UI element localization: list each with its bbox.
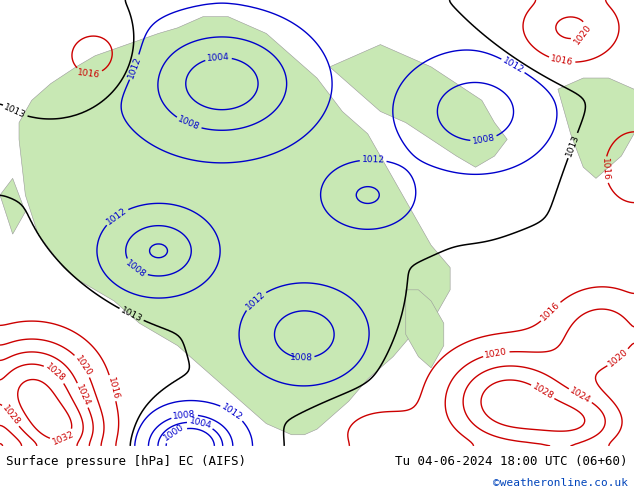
Text: 1012: 1012: [361, 155, 385, 165]
Text: 1028: 1028: [531, 382, 555, 401]
Text: 1016: 1016: [77, 68, 101, 79]
Text: 1008: 1008: [124, 258, 148, 279]
Polygon shape: [406, 290, 444, 368]
Polygon shape: [19, 17, 450, 435]
Text: 1016: 1016: [106, 376, 120, 400]
Text: 1008: 1008: [172, 410, 197, 421]
Text: 1020: 1020: [573, 22, 593, 46]
Text: 1020: 1020: [484, 347, 508, 360]
Text: 1012: 1012: [220, 402, 244, 422]
Text: 1000: 1000: [162, 422, 186, 443]
Text: 1008: 1008: [290, 353, 313, 363]
Polygon shape: [330, 45, 507, 167]
Text: 1020: 1020: [607, 347, 630, 369]
Polygon shape: [0, 178, 25, 234]
Text: 1012: 1012: [501, 56, 526, 75]
Text: 1012: 1012: [244, 290, 267, 311]
Text: Tu 04-06-2024 18:00 UTC (06+60): Tu 04-06-2024 18:00 UTC (06+60): [395, 455, 628, 468]
Text: 1016: 1016: [550, 54, 574, 68]
Text: 1016: 1016: [540, 300, 562, 323]
Text: 1020: 1020: [73, 354, 93, 378]
Text: 1008: 1008: [176, 115, 201, 132]
Text: 1028: 1028: [44, 362, 67, 384]
Text: 1012: 1012: [105, 206, 129, 226]
Text: ©weatheronline.co.uk: ©weatheronline.co.uk: [493, 478, 628, 488]
Text: 1013: 1013: [3, 103, 27, 120]
Text: 1024: 1024: [568, 386, 593, 405]
Polygon shape: [558, 78, 634, 178]
Text: 1013: 1013: [564, 133, 581, 158]
Text: 1016: 1016: [600, 158, 611, 181]
Text: Surface pressure [hPa] EC (AIFS): Surface pressure [hPa] EC (AIFS): [6, 455, 247, 468]
Text: 1004: 1004: [207, 52, 230, 63]
Text: 1024: 1024: [74, 383, 91, 408]
Text: 1032: 1032: [51, 430, 75, 447]
Text: 1028: 1028: [0, 404, 22, 427]
Text: 1013: 1013: [119, 306, 144, 324]
Text: 1008: 1008: [472, 134, 496, 147]
Text: 1004: 1004: [188, 416, 212, 431]
Text: 1012: 1012: [126, 55, 143, 79]
